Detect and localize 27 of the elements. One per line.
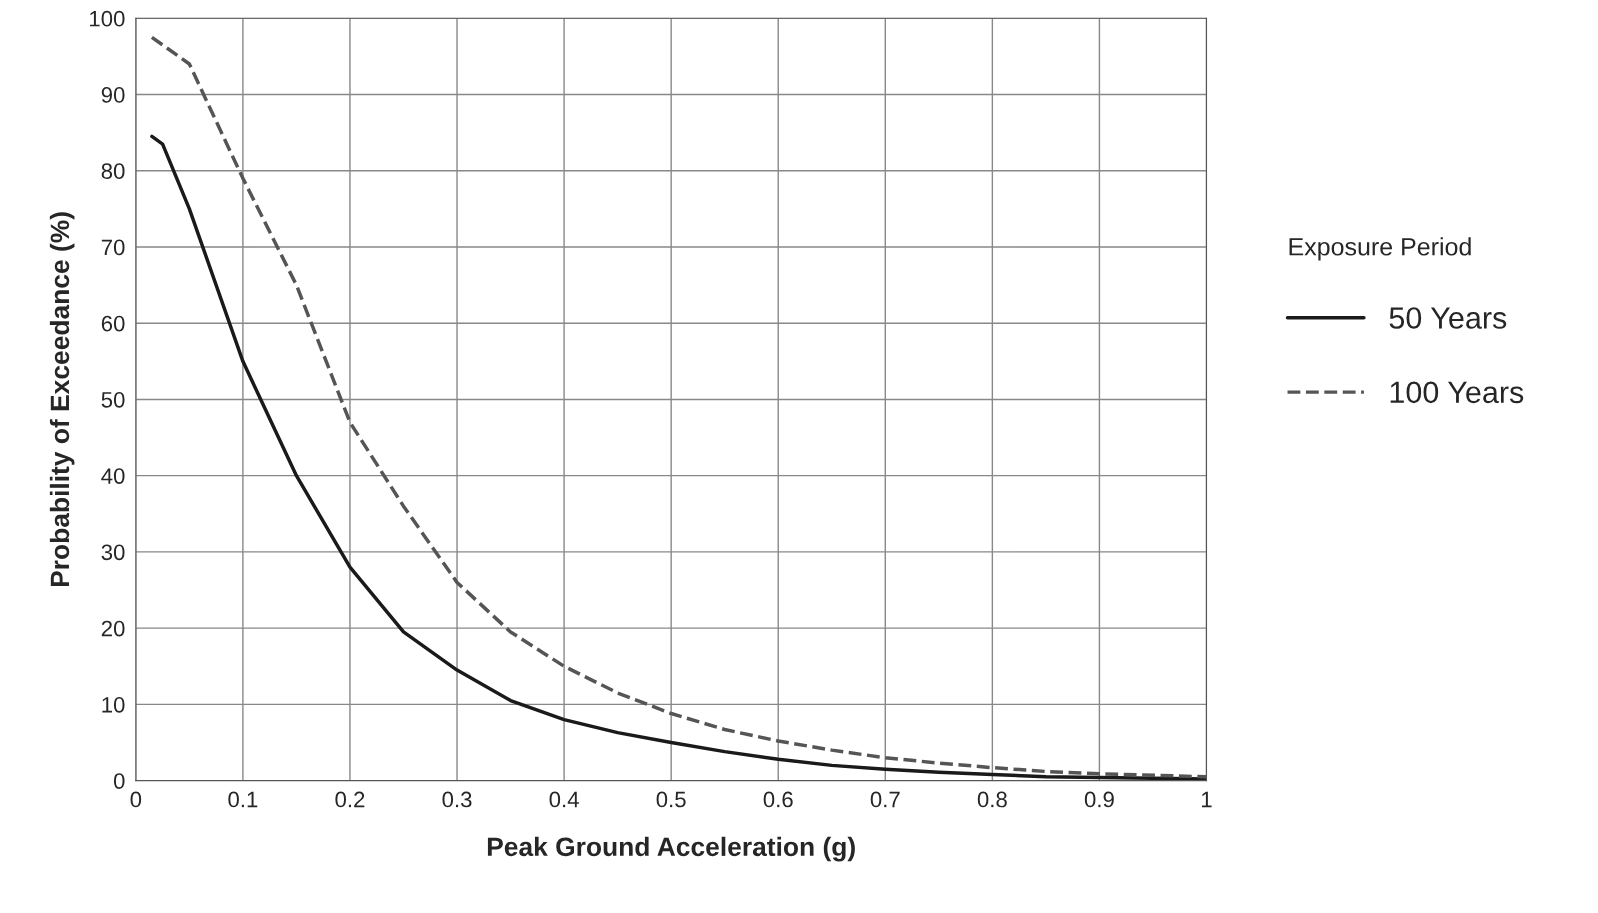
legend-label: 100 Years: [1390, 381, 1524, 404]
y-tick-label: 50: [101, 391, 125, 408]
y-axis-title: Probability of Exceedance (%): [49, 212, 75, 587]
legend-label: 50 Years: [1389, 307, 1507, 329]
y-tick-label: 10: [102, 696, 125, 713]
x-tick-label: 0.9: [1084, 791, 1114, 808]
x-tick-label: 0.8: [977, 791, 1007, 808]
x-tick-label: 0.1: [228, 791, 258, 808]
x-tick-label: 0.4: [549, 791, 579, 808]
y-tick-label: 20: [101, 620, 125, 637]
x-tick-label: 0.2: [335, 791, 365, 808]
x-tick-label: 0.5: [656, 791, 686, 808]
x-tick-label: 1: [1202, 791, 1212, 808]
y-tick-label: 40: [101, 468, 125, 484]
x-tick-label: 0.3: [442, 791, 472, 808]
legend-title: Exposure Period: [1289, 237, 1471, 261]
y-tick-label: 0: [113, 773, 125, 789]
x-tick-label: 0.6: [763, 791, 793, 808]
y-tick-label: 80: [101, 163, 125, 179]
x-tick-label: 0: [130, 791, 142, 808]
x-axis-title: Peak Ground Acceleration (g): [487, 836, 855, 862]
y-tick-label: 60: [101, 315, 125, 332]
x-tick-label: 0.7: [870, 791, 900, 808]
y-tick-label: 70: [101, 239, 125, 256]
y-tick-label: 30: [101, 544, 125, 561]
y-tick-label: 90: [101, 87, 125, 103]
y-tick-label: 100: [90, 10, 125, 27]
